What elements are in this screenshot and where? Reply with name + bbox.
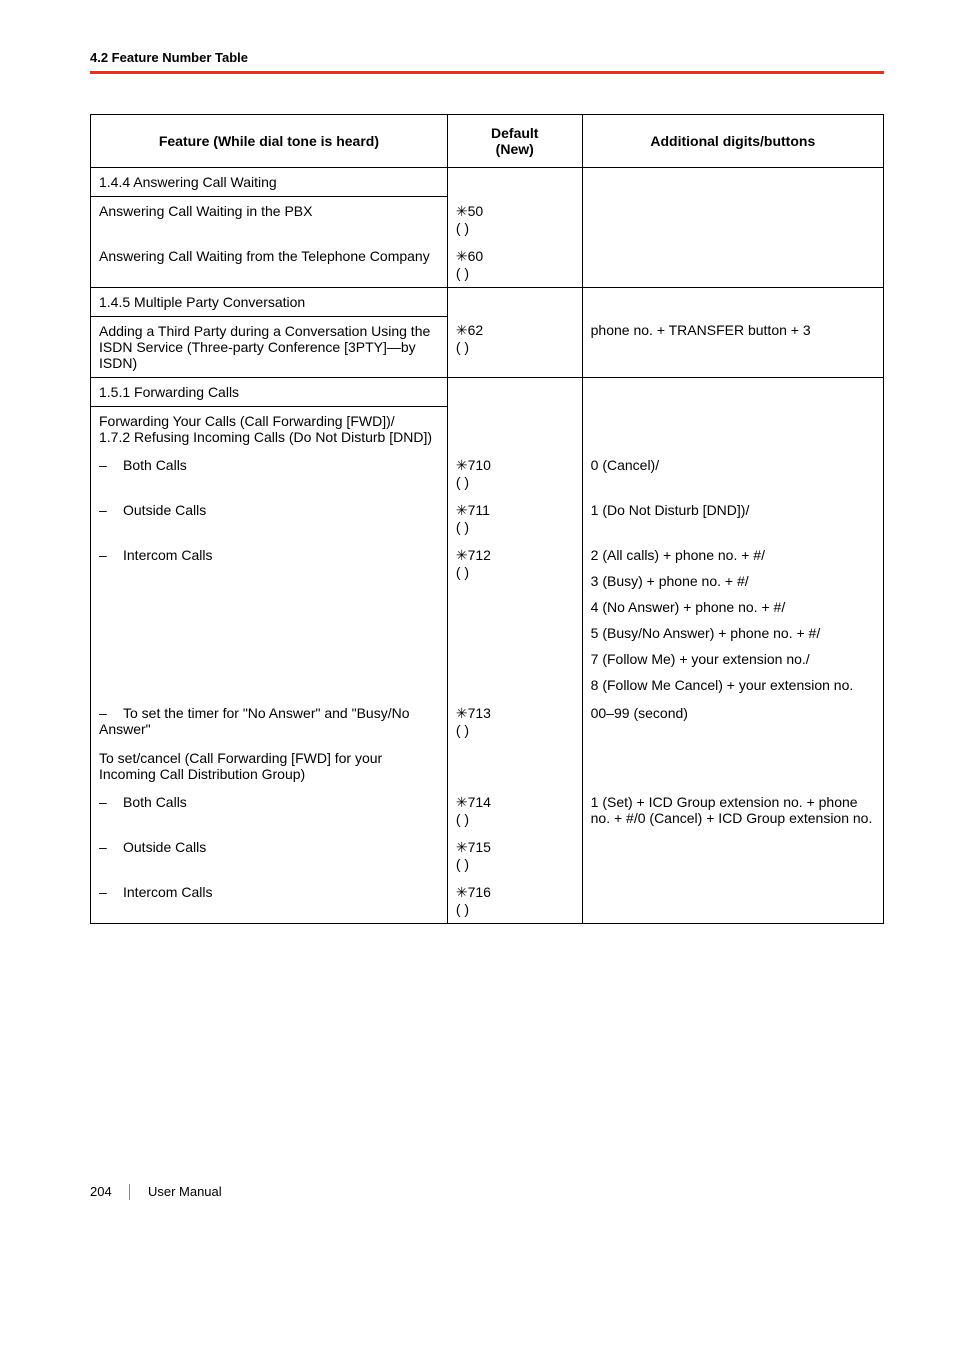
default-cell	[447, 744, 582, 788]
default-cell: ✳60( )	[447, 242, 582, 288]
footer-label: User Manual	[148, 1184, 222, 1199]
feature-cell: Adding a Third Party during a Conversati…	[91, 316, 448, 377]
default-paren: ( )	[456, 856, 574, 872]
feature-number-table: Feature (While dial tone is heard) Defau…	[90, 114, 884, 924]
additional-cell: phone no. + TRANSFER button + 3	[582, 316, 883, 377]
default-code: ✳50	[456, 203, 574, 220]
feature-cell: –Both Calls	[91, 451, 448, 496]
default-cell	[447, 406, 582, 451]
feature-cell: 1.5.1 Forwarding Calls	[91, 377, 448, 406]
default-code: ✳716	[456, 884, 574, 901]
additional-cell	[582, 287, 883, 316]
default-code: ✳62	[456, 322, 574, 339]
additional-line: 8 (Follow Me Cancel) + your extension no…	[591, 677, 875, 693]
default-cell	[447, 168, 582, 197]
default-code: ✳713	[456, 705, 574, 722]
table-row: –Outside Calls✳715( )	[91, 833, 884, 878]
table-row: –Both Calls✳710( )0 (Cancel)/	[91, 451, 884, 496]
feature-cell: Answering Call Waiting from the Telephon…	[91, 242, 448, 288]
additional-cell: 1 (Do Not Disturb [DND])/	[582, 496, 883, 541]
col-feature: Feature (While dial tone is heard)	[91, 115, 448, 168]
table-row: –To set the timer for "No Answer" and "B…	[91, 699, 884, 744]
default-code: ✳715	[456, 839, 574, 856]
default-paren: ( )	[456, 474, 574, 490]
default-code: ✳711	[456, 502, 574, 519]
additional-cell: 1 (Set) + ICD Group extension no. + phon…	[582, 788, 883, 833]
default-paren: ( )	[456, 220, 574, 236]
table-row: Forwarding Your Calls (Call Forwarding […	[91, 406, 884, 451]
table-row: Answering Call Waiting from the Telephon…	[91, 242, 884, 288]
additional-cell	[582, 878, 883, 924]
default-paren: ( )	[456, 811, 574, 827]
default-paren: ( )	[456, 265, 574, 281]
additional-cell	[582, 197, 883, 242]
table-row: Answering Call Waiting in the PBX✳50( )	[91, 197, 884, 242]
page: 4.2 Feature Number Table Feature (While …	[0, 0, 954, 1240]
default-paren: ( )	[456, 901, 574, 917]
table-row: To set/cancel (Call Forwarding [FWD] for…	[91, 744, 884, 788]
additional-line: 3 (Busy) + phone no. + #/	[591, 573, 875, 589]
default-cell	[447, 287, 582, 316]
default-cell: ✳716( )	[447, 878, 582, 924]
feature-cell: –Outside Calls	[91, 833, 448, 878]
default-paren: ( )	[456, 564, 574, 580]
table-row: –Outside Calls✳711( )1 (Do Not Disturb […	[91, 496, 884, 541]
col-additional: Additional digits/buttons	[582, 115, 883, 168]
page-number: 204	[90, 1184, 112, 1199]
additional-line: 4 (No Answer) + phone no. + #/	[591, 599, 875, 615]
additional-cell	[582, 833, 883, 878]
table-row: –Intercom Calls✳716( )	[91, 878, 884, 924]
feature-cell: Answering Call Waiting in the PBX	[91, 197, 448, 242]
header-rule	[90, 71, 884, 74]
footer-divider	[129, 1184, 130, 1200]
feature-cell: –To set the timer for "No Answer" and "B…	[91, 699, 448, 744]
table-row: –Intercom Calls✳712( )2 (All calls) + ph…	[91, 541, 884, 699]
additional-line: 5 (Busy/No Answer) + phone no. + #/	[591, 625, 875, 641]
default-cell: ✳711( )	[447, 496, 582, 541]
default-cell	[447, 377, 582, 406]
additional-cell: 0 (Cancel)/	[582, 451, 883, 496]
additional-line: 2 (All calls) + phone no. + #/	[591, 547, 875, 563]
additional-cell	[582, 744, 883, 788]
feature-cell: Forwarding Your Calls (Call Forwarding […	[91, 406, 448, 451]
default-code: ✳60	[456, 248, 574, 265]
default-paren: ( )	[456, 519, 574, 535]
default-cell: ✳715( )	[447, 833, 582, 878]
default-paren: ( )	[456, 339, 574, 355]
feature-cell: 1.4.4 Answering Call Waiting	[91, 168, 448, 197]
table-row: 1.4.5 Multiple Party Conversation	[91, 287, 884, 316]
feature-cell: –Both Calls	[91, 788, 448, 833]
feature-cell: –Intercom Calls	[91, 541, 448, 699]
page-footer: 204 User Manual	[90, 1184, 884, 1201]
default-cell: ✳50( )	[447, 197, 582, 242]
additional-cell	[582, 168, 883, 197]
section-heading: 4.2 Feature Number Table	[90, 50, 884, 65]
table-header-row: Feature (While dial tone is heard) Defau…	[91, 115, 884, 168]
additional-cell: 2 (All calls) + phone no. + #/ 3 (Busy) +…	[582, 541, 883, 699]
feature-cell: –Intercom Calls	[91, 878, 448, 924]
additional-cell: 00–99 (second)	[582, 699, 883, 744]
additional-cell	[582, 406, 883, 451]
default-cell: ✳713( )	[447, 699, 582, 744]
table-row: –Both Calls✳714( )1 (Set) + ICD Group ex…	[91, 788, 884, 833]
table-row: 1.5.1 Forwarding Calls	[91, 377, 884, 406]
default-code: ✳710	[456, 457, 574, 474]
default-cell: ✳710( )	[447, 451, 582, 496]
default-cell: ✳712( )	[447, 541, 582, 699]
default-code: ✳714	[456, 794, 574, 811]
additional-line: 7 (Follow Me) + your extension no./	[591, 651, 875, 667]
additional-cell	[582, 242, 883, 288]
feature-cell: 1.4.5 Multiple Party Conversation	[91, 287, 448, 316]
additional-cell	[582, 377, 883, 406]
default-paren: ( )	[456, 722, 574, 738]
col-default: Default (New)	[447, 115, 582, 168]
table-row: 1.4.4 Answering Call Waiting	[91, 168, 884, 197]
feature-cell: To set/cancel (Call Forwarding [FWD] for…	[91, 744, 448, 788]
default-code: ✳712	[456, 547, 574, 564]
default-cell: ✳714( )	[447, 788, 582, 833]
feature-cell: –Outside Calls	[91, 496, 448, 541]
default-cell: ✳62( )	[447, 316, 582, 377]
table-row: Adding a Third Party during a Conversati…	[91, 316, 884, 377]
